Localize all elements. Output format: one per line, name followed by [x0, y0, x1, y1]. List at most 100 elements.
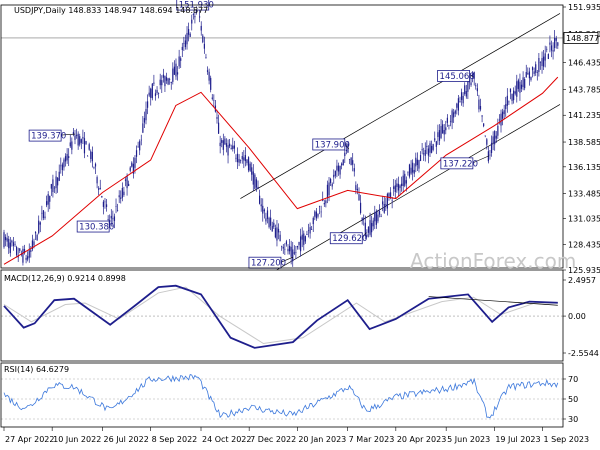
candle	[345, 143, 347, 155]
candle	[300, 228, 302, 257]
candle	[418, 159, 420, 173]
candle	[438, 124, 441, 145]
candle-body	[284, 248, 286, 250]
candle	[161, 75, 163, 94]
candle-body	[465, 91, 467, 97]
candle-body	[498, 119, 501, 121]
candle-body	[528, 71, 531, 79]
candle-body	[288, 245, 291, 252]
candle-body	[369, 220, 371, 235]
candle-body	[143, 118, 146, 123]
candle-body	[153, 82, 155, 84]
macd-panel: 2.4957 0.00 -2.5544	[1, 276, 599, 358]
candle-body	[128, 183, 130, 186]
candle	[11, 239, 13, 247]
candle-body	[356, 188, 359, 191]
candle-body	[476, 88, 478, 92]
price-tick-label: 136.135	[568, 163, 600, 172]
candle	[83, 132, 86, 159]
candle	[254, 173, 256, 190]
candle-body	[386, 193, 389, 209]
candle	[527, 67, 529, 75]
candle	[388, 192, 390, 201]
candle-body	[479, 105, 482, 110]
rsi-panel-title: RSI(14) 64.6279	[4, 365, 69, 374]
candle-body	[467, 79, 469, 92]
candle-body	[501, 111, 504, 119]
candle-body	[301, 234, 303, 240]
candle-body	[216, 117, 218, 119]
candle-body	[331, 183, 333, 187]
candle	[535, 61, 537, 76]
candle	[374, 205, 376, 230]
candle	[514, 85, 516, 96]
candle	[448, 124, 450, 130]
candle	[497, 118, 499, 139]
candle-body	[49, 195, 51, 202]
candle-body	[58, 171, 60, 181]
candle	[189, 32, 191, 38]
candle	[158, 92, 160, 99]
candle-body	[134, 157, 136, 168]
candle	[309, 222, 311, 239]
candle	[401, 176, 403, 192]
candle	[186, 26, 188, 50]
candle-body	[44, 216, 46, 218]
candle-body	[451, 110, 453, 123]
price-label-leader	[344, 143, 349, 150]
candle-body	[421, 149, 423, 151]
candle-body	[371, 223, 373, 233]
channel-line-1	[240, 13, 561, 199]
candle	[6, 232, 8, 247]
candle-body	[497, 125, 499, 136]
candle-body	[77, 133, 79, 146]
price-label-leader	[280, 256, 294, 263]
candle	[352, 153, 354, 172]
candle	[546, 46, 548, 53]
candle	[251, 162, 253, 181]
candle-body	[53, 187, 56, 189]
price-label-145.068: 145.068	[437, 70, 475, 82]
candle	[350, 157, 352, 166]
candle-body	[337, 165, 340, 172]
candle	[481, 114, 483, 123]
price-label-leader	[362, 232, 367, 238]
candle-body	[383, 203, 385, 213]
candle-body	[525, 71, 527, 78]
candle-body	[544, 53, 546, 61]
candle-body	[42, 210, 45, 219]
candle	[274, 224, 276, 239]
candle	[465, 84, 467, 99]
candle	[194, 11, 196, 24]
candle-body	[249, 163, 251, 171]
candle-body	[192, 14, 194, 16]
candle	[333, 169, 335, 184]
price-label-text: 130.380	[79, 223, 114, 233]
candle-body	[547, 53, 549, 60]
candle-body	[352, 160, 354, 165]
candle-body	[423, 153, 425, 155]
candle	[57, 176, 59, 193]
candle	[371, 215, 373, 238]
price-label-text: 145.068	[440, 72, 475, 82]
candle	[60, 157, 62, 174]
candle	[148, 85, 150, 98]
watermark: ActionForex.com	[410, 249, 576, 273]
candle-body	[350, 157, 352, 166]
candle-body	[519, 81, 521, 93]
candle-body	[538, 57, 540, 73]
date-tick-label: 8 Sep 2022	[152, 435, 198, 444]
candle	[66, 148, 68, 164]
candle	[363, 214, 365, 226]
candle-body	[533, 71, 535, 74]
candle-body	[427, 148, 430, 156]
candle-body	[527, 73, 529, 75]
candle-body	[312, 217, 314, 225]
candle-body	[94, 163, 97, 167]
price-label-text: 137.220	[443, 159, 478, 169]
candle-body	[55, 176, 57, 189]
candle	[519, 73, 521, 101]
candle-body	[506, 95, 508, 106]
candle	[293, 245, 295, 256]
candle-body	[550, 45, 553, 51]
